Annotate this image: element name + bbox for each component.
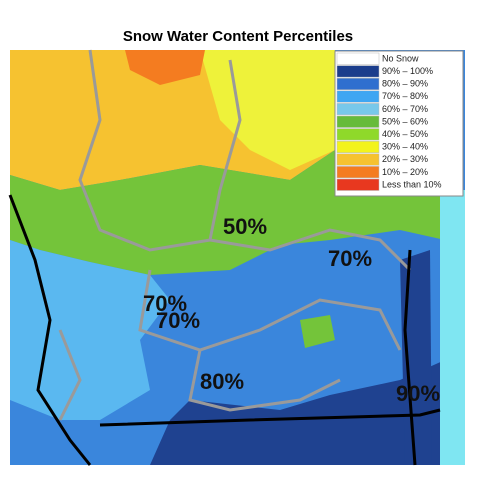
title: Snow Water Content Percentiles: [123, 28, 353, 45]
legend-swatch: [336, 140, 380, 153]
region-navy-east: [400, 250, 432, 465]
map-label: 70%: [156, 308, 200, 333]
legend-label: 20% – 30%: [382, 154, 428, 164]
map-labels: 50%70%70%70%80% 90%: [143, 214, 440, 406]
legend-swatch: [336, 166, 380, 179]
legend-label: 50% – 60%: [382, 116, 428, 126]
legend-label: 30% – 40%: [382, 142, 428, 152]
legend-swatch: [336, 77, 380, 90]
legend-swatch: [336, 178, 380, 191]
state-lines: [8, 194, 441, 466]
map-label: 80%: [200, 369, 244, 394]
water: [440, 190, 465, 465]
legend-swatch: [336, 90, 380, 103]
legend-swatch: [336, 153, 380, 166]
legend-label: 70% – 80%: [382, 91, 428, 101]
legend-label: 60% – 70%: [382, 104, 428, 114]
legend-label: No Snow: [382, 53, 419, 63]
legend: No Snow 90% – 100% 80% – 90% 70% – 80% 60% –…: [334, 50, 464, 197]
region-lightblue: [10, 240, 170, 420]
legend-swatch: [336, 128, 380, 141]
legend-swatch: [336, 52, 380, 65]
region-green-patch: [300, 315, 335, 348]
map-label: 90%: [396, 381, 440, 406]
region-green: [10, 150, 445, 275]
legend-label: Less than 10%: [382, 179, 442, 189]
legend-swatch: [336, 115, 380, 128]
map-label: 70%: [328, 246, 372, 271]
map-label: 50%: [223, 214, 267, 239]
legend-swatch: [336, 103, 380, 116]
legend-label: 10% – 20%: [382, 167, 428, 177]
region-orange: [125, 50, 205, 85]
legend-label: 90% – 100%: [382, 66, 433, 76]
region-navy: [150, 360, 445, 465]
map-label: 70%: [143, 291, 187, 316]
legend-label: 80% – 90%: [382, 79, 428, 89]
legend-label: 40% – 50%: [382, 129, 428, 139]
legend-swatch: [336, 65, 380, 78]
borders: [58, 49, 412, 421]
